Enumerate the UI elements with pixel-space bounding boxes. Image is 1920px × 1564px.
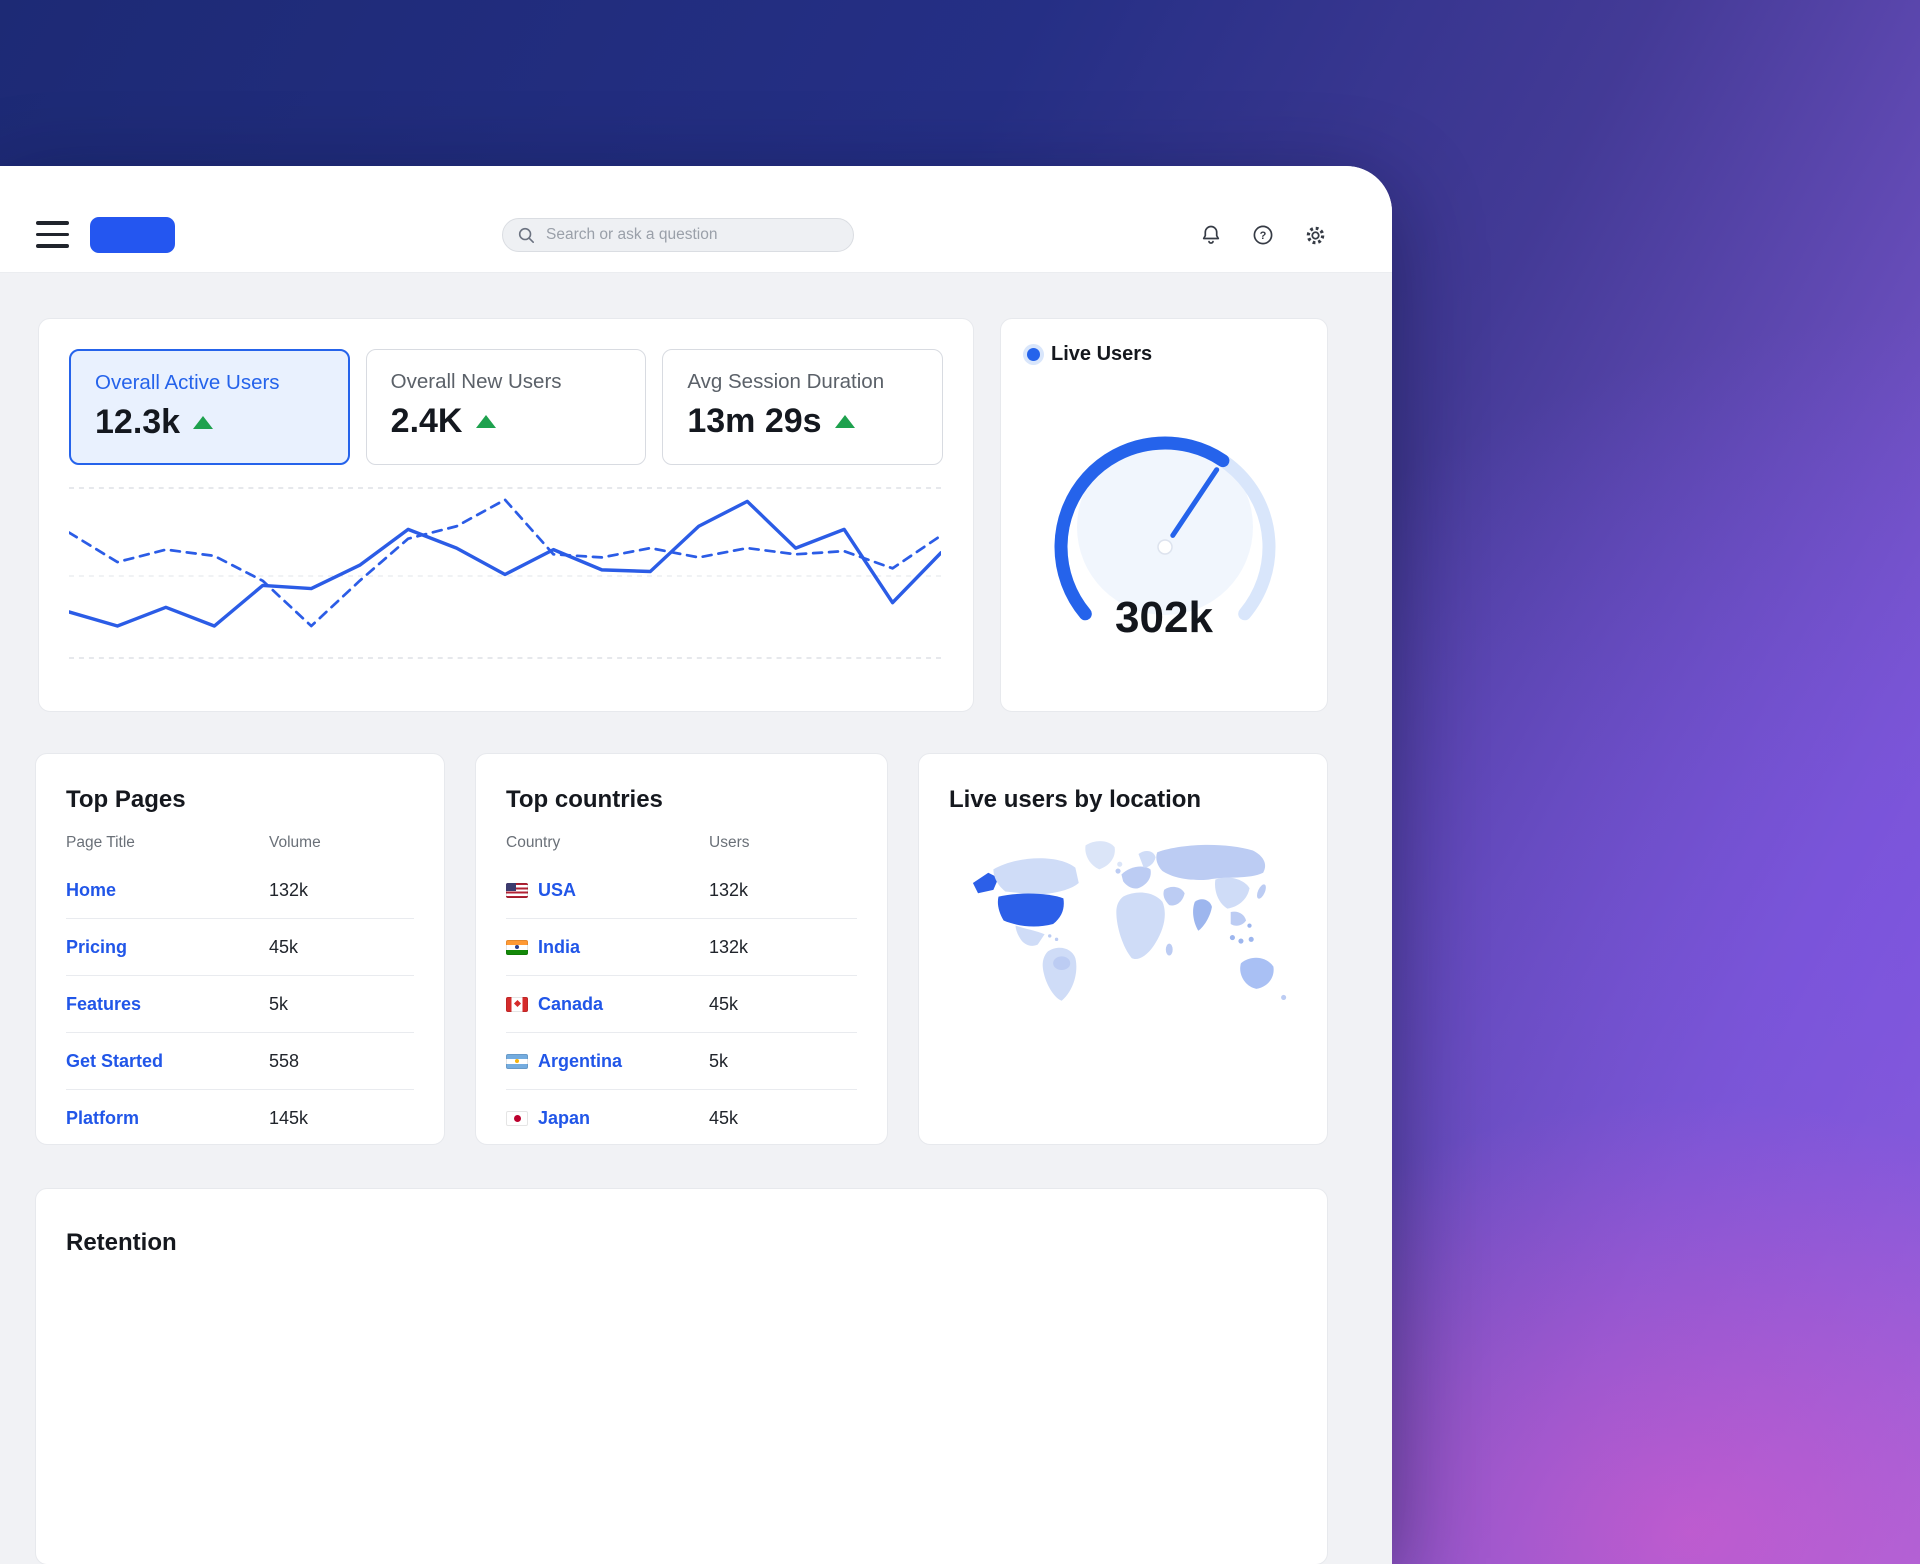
page-link[interactable]: Get Started — [66, 1050, 164, 1071]
page-link[interactable]: Home — [66, 879, 117, 900]
app-header: ? — [0, 166, 1392, 273]
table-row: Features 5k — [66, 976, 414, 1033]
retention-card: Retention — [35, 1188, 1328, 1564]
legend-dot-icon — [1027, 348, 1040, 361]
kpi-value: 13m 29s — [687, 402, 918, 441]
table-row: Canada 45k — [506, 976, 857, 1033]
country-users: 132k — [709, 936, 749, 957]
kpi-row: Overall Active Users 12.3k Overall New U… — [69, 349, 944, 465]
live-users-legend: Live Users — [1027, 343, 1152, 366]
kpi-label: Avg Session Duration — [687, 370, 885, 393]
country-link[interactable]: USA — [538, 879, 577, 900]
page-volume: 132k — [269, 879, 309, 900]
country-users: 45k — [709, 1107, 739, 1128]
page-volume: 5k — [269, 993, 289, 1014]
kpi-avg-session-duration[interactable]: Avg Session Duration 13m 29s — [662, 349, 944, 465]
top-pages-card: Top Pages Page Title Volume Home 132k Pr… — [35, 753, 445, 1145]
top-countries-card: Top countries Country Users USA 132k Ind… — [475, 753, 888, 1145]
app-logo[interactable] — [90, 217, 175, 253]
help-icon: ? — [1253, 225, 1273, 245]
live-users-card: Live Users 302k — [1000, 318, 1328, 712]
menu-button[interactable] — [36, 221, 70, 248]
kpi-value: 12.3k — [95, 403, 324, 442]
search-icon — [518, 227, 535, 244]
top-pages-table: Page Title Volume Home 132k Pricing 45k … — [66, 834, 414, 1146]
settings-button[interactable] — [1302, 222, 1328, 248]
kpi-value: 2.4K — [391, 402, 622, 441]
flag-usa-icon — [506, 882, 528, 898]
trend-chart-area — [69, 487, 943, 659]
kpi-label: Overall New Users — [390, 370, 562, 393]
bell-icon — [1202, 225, 1220, 244]
trend-up-icon — [475, 415, 496, 428]
gauge-chart — [1054, 436, 1276, 621]
help-button[interactable]: ? — [1250, 222, 1276, 248]
svg-text:?: ? — [1260, 230, 1267, 242]
page-volume: 558 — [269, 1050, 300, 1071]
page-link[interactable]: Platform — [66, 1107, 140, 1128]
page-link[interactable]: Pricing — [66, 936, 128, 957]
table-row: Japan 45k — [506, 1090, 857, 1146]
trend-up-icon — [834, 415, 855, 428]
flag-india-icon — [506, 939, 528, 955]
top-countries-table: Country Users USA 132k India 132k — [506, 834, 857, 1146]
page-volume: 45k — [269, 936, 299, 957]
country-link[interactable]: Argentina — [538, 1050, 623, 1071]
kpi-overall-active-users[interactable]: Overall Active Users 12.3k — [69, 349, 350, 465]
live-users-map-card: Live users by location — [918, 753, 1328, 1145]
card-title: Top countries — [506, 786, 663, 813]
notifications-button[interactable] — [1198, 222, 1224, 248]
page-volume: 145k — [269, 1107, 309, 1128]
trend-up-icon — [193, 416, 214, 429]
flag-canada-icon — [506, 996, 528, 1012]
legend-label: Live Users — [1051, 343, 1153, 365]
page-link[interactable]: Features — [66, 993, 142, 1014]
country-users: 132k — [709, 879, 749, 900]
live-users-value: 302k — [1115, 593, 1213, 642]
country-link[interactable]: Canada — [538, 993, 604, 1014]
hamburger-icon — [36, 221, 69, 225]
trend-chart — [69, 487, 941, 659]
table-header: Page Title Volume — [66, 834, 321, 851]
table-row: Platform 145k — [66, 1090, 414, 1146]
table-row: Argentina 5k — [506, 1033, 857, 1090]
table-row: Get Started 558 — [66, 1033, 414, 1090]
search-bar[interactable] — [502, 218, 854, 252]
world-map — [972, 841, 1287, 1001]
country-link[interactable]: India — [538, 936, 581, 957]
table-row: Home 132k — [66, 862, 414, 919]
flag-argentina-icon — [506, 1053, 528, 1069]
app-window: ? Overall Active Users 12.3k Overa — [0, 166, 1392, 1564]
overview-card: Overall Active Users 12.3k Overall New U… — [38, 318, 974, 712]
country-users: 5k — [709, 1050, 729, 1071]
table-row: Pricing 45k — [66, 919, 414, 976]
card-title: Retention — [66, 1229, 177, 1256]
table-row: India 132k — [506, 919, 857, 976]
country-users: 45k — [709, 993, 739, 1014]
country-link[interactable]: Japan — [538, 1107, 591, 1128]
card-title: Top Pages — [66, 786, 186, 813]
search-input[interactable] — [544, 225, 839, 245]
flag-japan-icon — [506, 1110, 528, 1126]
kpi-label: Overall Active Users — [95, 371, 280, 394]
kpi-overall-new-users[interactable]: Overall New Users 2.4K — [365, 349, 647, 465]
gear-icon — [1306, 226, 1324, 244]
table-row: USA 132k — [506, 862, 857, 919]
header-actions: ? — [1198, 222, 1328, 248]
card-title: Live users by location — [949, 786, 1202, 813]
table-header: Country Users — [506, 834, 750, 851]
